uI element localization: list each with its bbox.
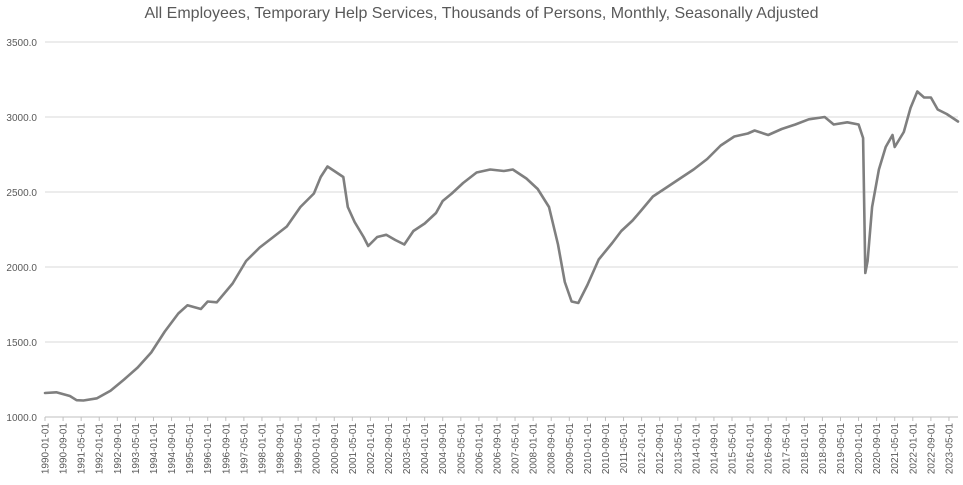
x-tick-label: 1996-09-01 [221, 423, 232, 475]
x-tick-label: 1994-09-01 [167, 423, 178, 475]
x-axis-ticks: 1990-01-01 1990-09-01 1991-05-01 1992-01-01… [41, 417, 955, 475]
x-tick-label: 2002-01-01 [366, 423, 377, 475]
x-tick-label: 2007-05-01 [511, 423, 522, 475]
x-tick-label: 1993-05-01 [131, 423, 142, 475]
x-tick-label: 2005-05-01 [456, 423, 467, 475]
x-tick-label: 2006-01-01 [474, 423, 485, 475]
chart-title: All Employees, Temporary Help Services, … [144, 5, 819, 22]
gridlines [45, 41, 958, 418]
x-tick-label: 2020-01-01 [854, 423, 865, 475]
x-tick-label: 2010-09-01 [601, 423, 612, 475]
x-tick-label: 2013-05-01 [673, 423, 684, 475]
y-axis-ticks: 1000.0 1500.0 2000.0 2500.0 3000.0 3500.0 [6, 38, 37, 424]
x-tick-label: 2001-05-01 [348, 423, 359, 475]
x-tick-label: 2018-01-01 [800, 423, 811, 475]
x-tick-label: 2015-05-01 [728, 423, 739, 475]
x-tick-label: 2000-09-01 [330, 423, 341, 475]
y-tick-label: 3000.0 [6, 113, 37, 124]
x-tick-label: 2016-09-01 [764, 423, 775, 475]
x-tick-label: 2014-09-01 [709, 423, 720, 475]
x-tick-label: 2023-05-01 [944, 423, 955, 475]
x-tick-label: 2018-09-01 [818, 423, 829, 475]
series-layer [43, 90, 960, 402]
y-tick-label: 2500.0 [6, 188, 37, 199]
x-tick-label: 2019-05-01 [836, 423, 847, 475]
x-tick-label: 1991-05-01 [77, 423, 88, 475]
x-tick-label: 1998-01-01 [257, 423, 268, 475]
y-tick-label: 1000.0 [6, 413, 37, 424]
x-tick-label: 1994-01-01 [149, 423, 160, 475]
x-tick-label: 1992-09-01 [113, 423, 124, 475]
x-tick-label: 1990-09-01 [59, 423, 70, 475]
y-tick-label: 3500.0 [6, 38, 37, 49]
x-tick-label: 2011-05-01 [619, 423, 630, 474]
x-tick-label: 2008-01-01 [529, 423, 540, 475]
x-tick-label: 2014-01-01 [691, 423, 702, 475]
x-tick-label: 1996-01-01 [203, 423, 214, 475]
x-tick-label: 1992-01-01 [95, 423, 106, 475]
x-tick-label: 2012-01-01 [637, 423, 648, 475]
x-tick-label: 1990-01-01 [41, 423, 52, 475]
x-tick-label: 1997-05-01 [239, 423, 250, 475]
x-tick-label: 2003-05-01 [402, 423, 413, 475]
y-tick-label: 1500.0 [6, 338, 37, 349]
x-tick-label: 2008-09-01 [547, 423, 558, 475]
x-tick-label: 2016-01-01 [746, 423, 757, 475]
x-tick-label: 1998-09-01 [276, 423, 287, 475]
x-tick-label: 2004-09-01 [438, 423, 449, 475]
x-tick-label: 1999-05-01 [294, 423, 305, 475]
series-line [43, 90, 960, 402]
x-tick-label: 2017-05-01 [782, 423, 793, 475]
x-tick-label: 2004-01-01 [420, 423, 431, 475]
x-tick-label: 2010-01-01 [583, 423, 594, 475]
x-tick-label: 2009-05-01 [565, 423, 576, 475]
x-tick-label: 2012-09-01 [655, 423, 666, 475]
x-tick-label: 2022-09-01 [926, 423, 937, 475]
x-tick-label: 2022-01-01 [908, 423, 919, 475]
x-tick-label: 2000-01-01 [312, 423, 323, 475]
x-tick-label: 2020-09-01 [872, 423, 883, 475]
x-tick-label: 2006-09-01 [492, 423, 503, 475]
x-tick-label: 2002-09-01 [384, 423, 395, 475]
x-tick-label: 2021-05-01 [890, 423, 901, 475]
y-tick-label: 2000.0 [6, 263, 37, 274]
x-tick-label: 1995-05-01 [185, 423, 196, 475]
